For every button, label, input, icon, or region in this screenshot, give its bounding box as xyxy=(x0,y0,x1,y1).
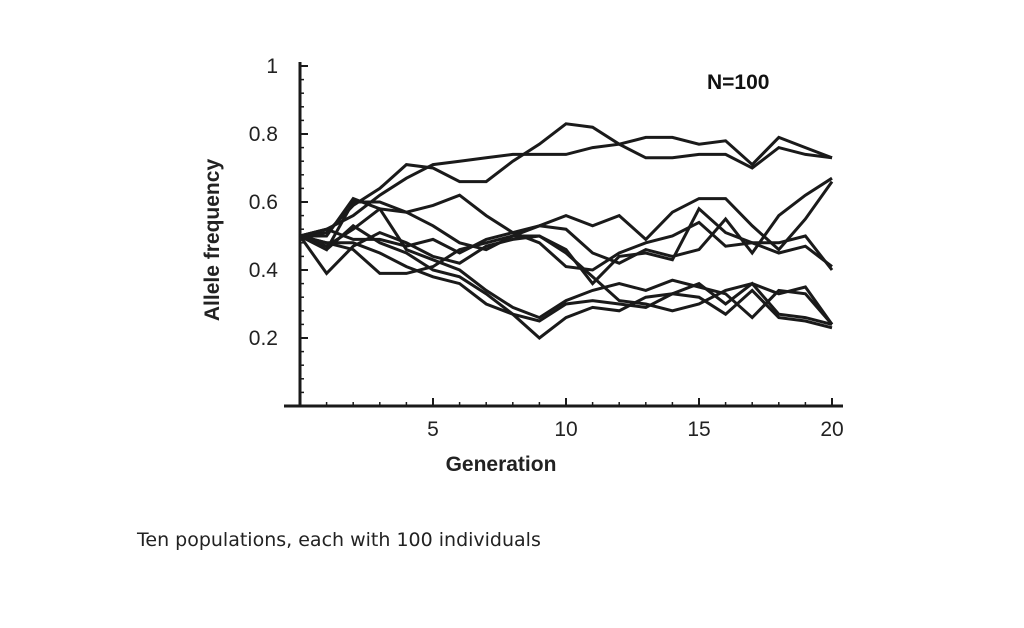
series-line-1 xyxy=(299,122,833,238)
y-tick-label: 0.6 xyxy=(249,191,278,214)
series-line-7 xyxy=(300,196,834,326)
y-axis-title: Allele frequency xyxy=(201,159,224,322)
axes xyxy=(284,62,843,408)
x-tick-label: 20 xyxy=(820,418,843,441)
series-line-5 xyxy=(298,230,834,326)
x-tick-label: 5 xyxy=(427,418,439,441)
series-line-2 xyxy=(299,135,833,238)
sample-size-annotation: N=100 xyxy=(707,71,769,94)
series-line-8 xyxy=(299,223,833,340)
x-tick-label: 10 xyxy=(554,418,577,441)
series-line-4 xyxy=(299,176,833,265)
y-tick-label: 0.4 xyxy=(249,259,279,282)
series-line-3 xyxy=(299,180,834,252)
x-axis-title: Generation xyxy=(446,453,557,476)
series-layer xyxy=(298,122,834,340)
figure-caption: Ten populations, each with 100 individua… xyxy=(137,529,541,551)
series-line-10 xyxy=(299,220,834,272)
series-line-9 xyxy=(299,206,833,286)
labels-layer: 0.20.40.60.815 10 15 20 xyxy=(249,55,844,441)
series-line-6 xyxy=(299,234,833,326)
y-tick-label: 1 xyxy=(266,55,278,78)
y-tick-label: 0.8 xyxy=(249,123,278,146)
y-tick-label: 0.2 xyxy=(249,327,278,350)
x-tick-label: 15 xyxy=(687,418,710,441)
